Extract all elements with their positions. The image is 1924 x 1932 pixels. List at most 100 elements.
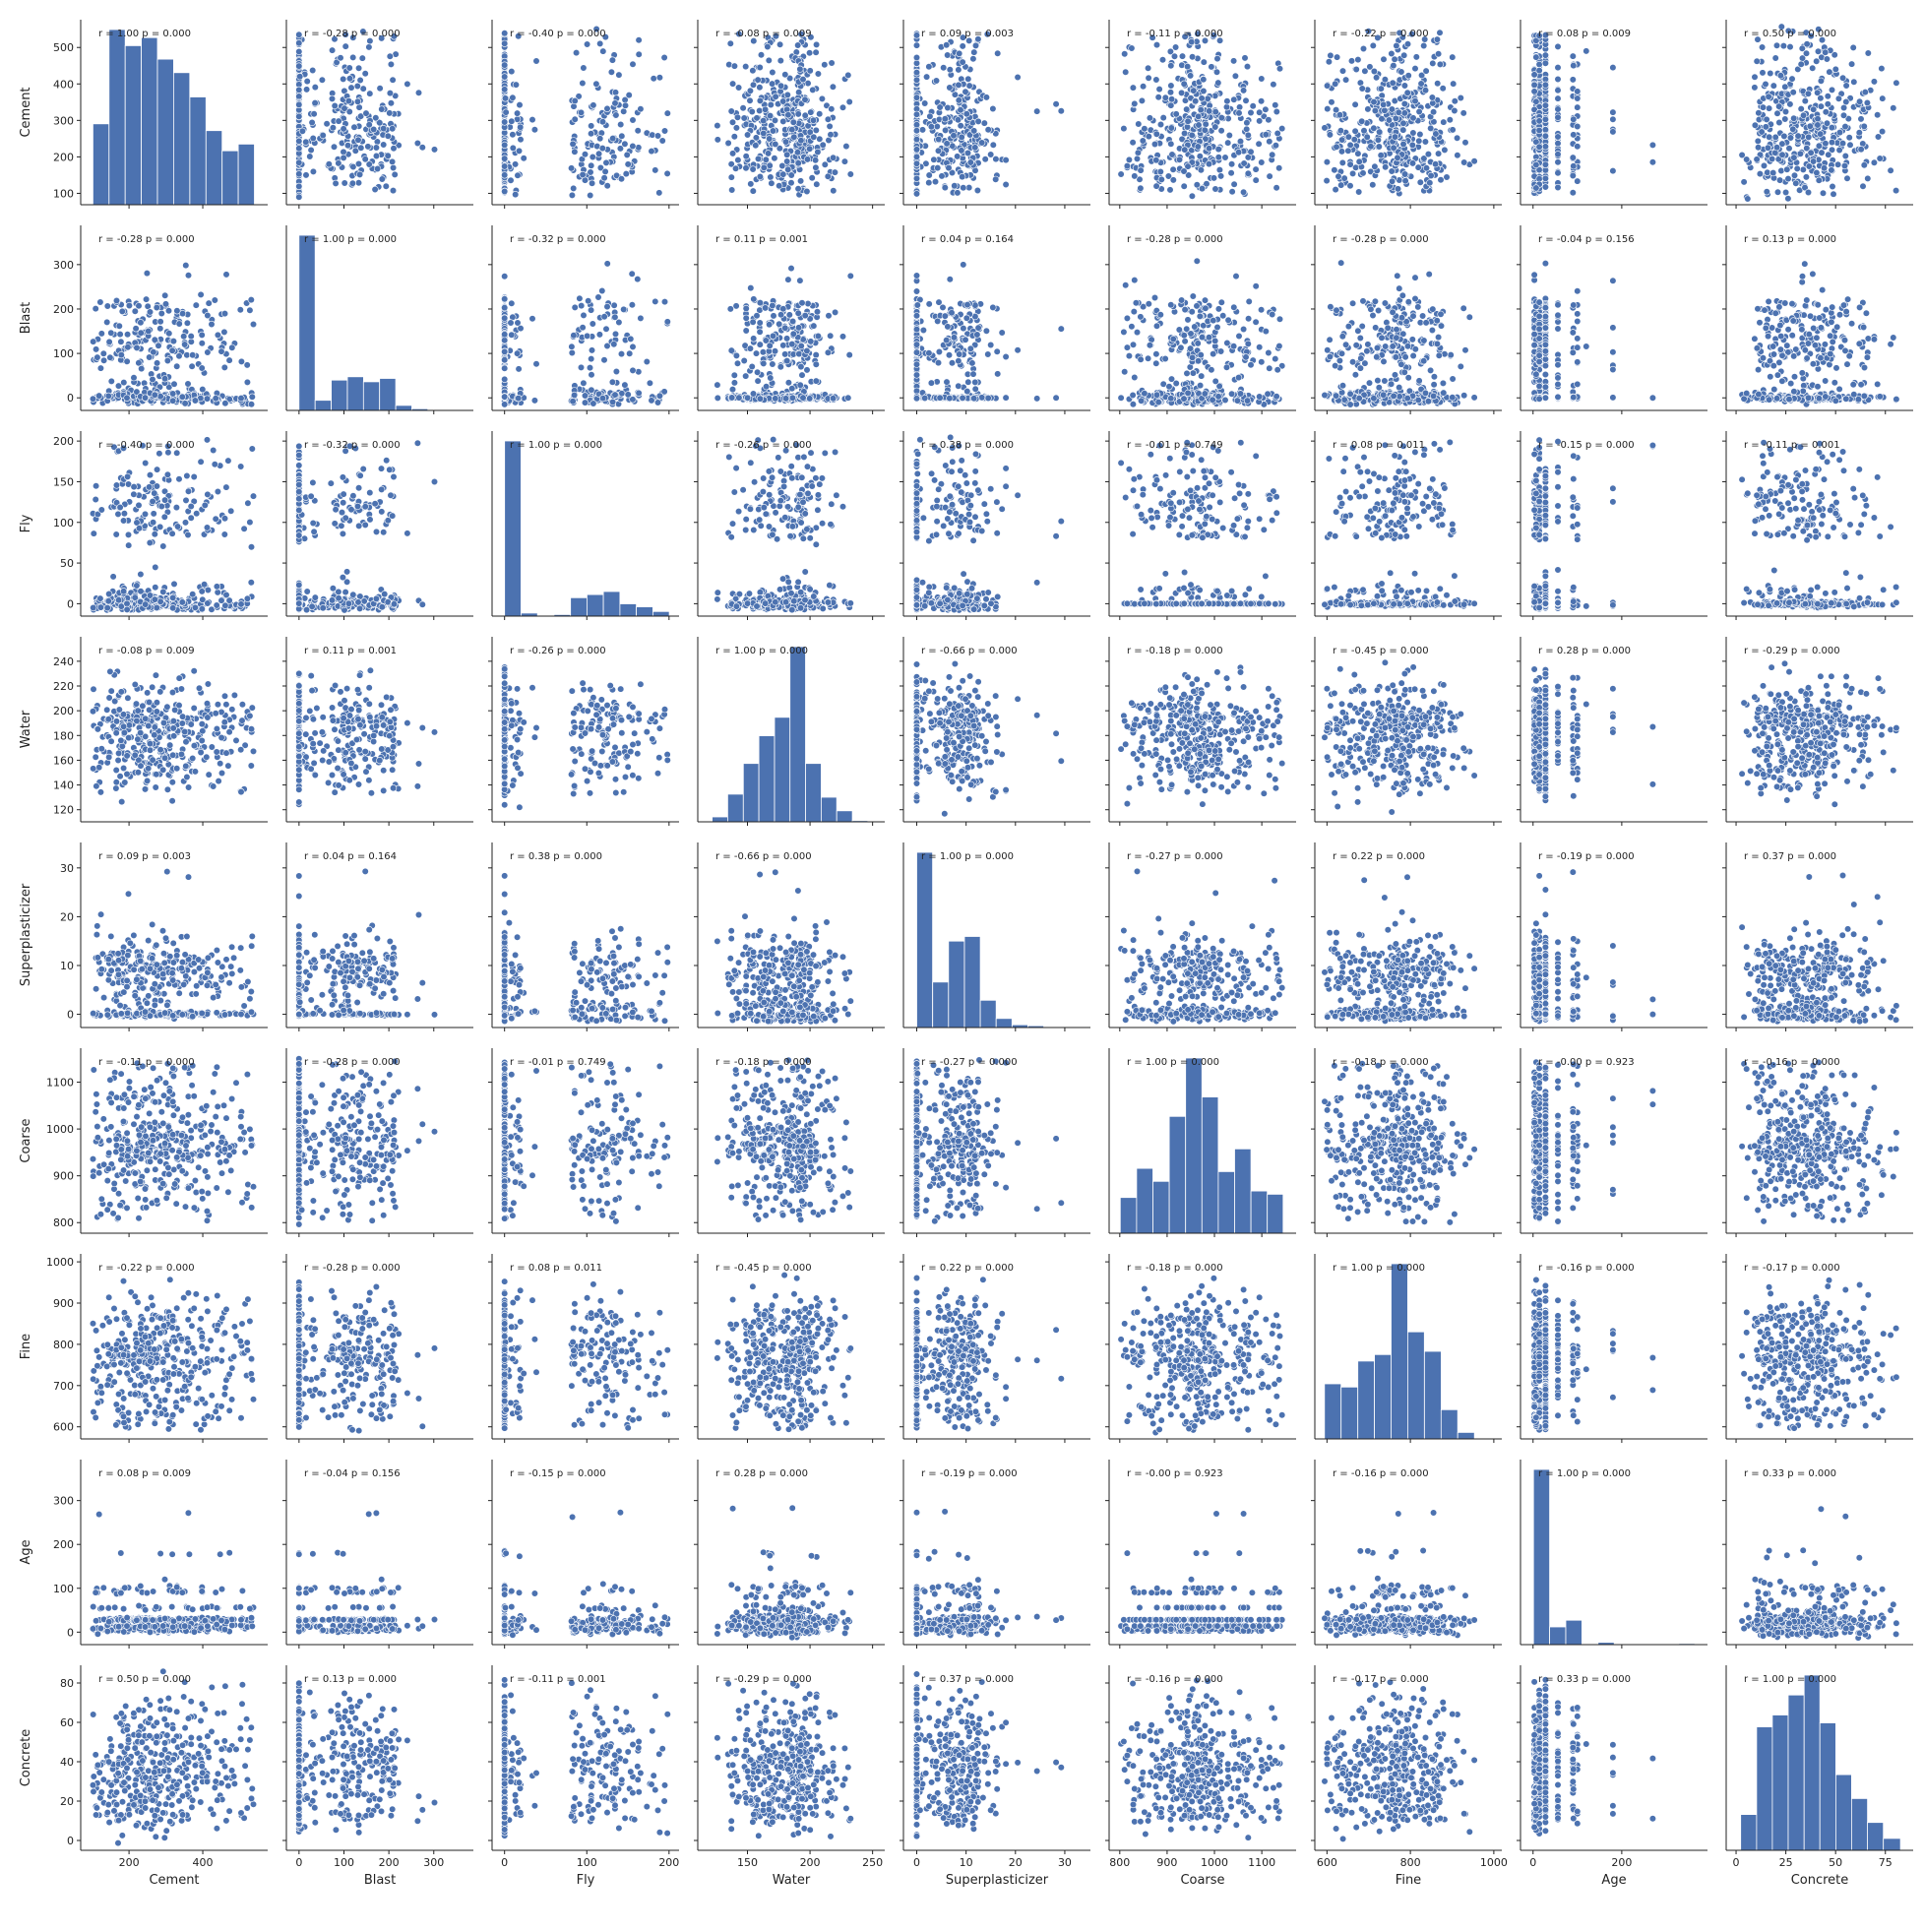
scatter-point [501, 30, 508, 36]
scatter-point [296, 93, 303, 100]
scatter-point [501, 142, 508, 149]
hist-bar [109, 30, 125, 205]
scatter-point [312, 99, 319, 106]
scatter-point [747, 97, 754, 104]
scatter-point [296, 113, 303, 120]
scatter-point [742, 63, 749, 70]
scatter-point [756, 107, 763, 114]
scatter-point [613, 112, 620, 119]
scatter-point [588, 130, 594, 137]
scatter-point [389, 158, 396, 165]
scatter-point [651, 76, 657, 83]
scatter-point [652, 167, 659, 174]
scatter-point [390, 77, 397, 84]
scatter-point [763, 156, 770, 163]
scatter-point [296, 101, 303, 108]
scatter-point [735, 85, 742, 92]
scatter-point [518, 136, 525, 143]
scatter-point [630, 117, 637, 124]
scatter-point [769, 81, 776, 88]
scatter-point [320, 132, 327, 139]
scatter-point [383, 183, 390, 190]
y-tick-label: 200 [53, 151, 74, 163]
scatter-point [510, 94, 517, 101]
scatter-point [304, 78, 311, 85]
scatter-point [379, 176, 386, 183]
scatter-point [794, 42, 801, 49]
scatter-point [841, 158, 848, 165]
scatter-point [661, 128, 668, 135]
scatter-point [626, 92, 633, 98]
scatter-point [636, 145, 643, 152]
scatter-point [501, 156, 508, 162]
scatter-point [355, 179, 362, 186]
scatter-point [296, 138, 303, 145]
scatter-point [296, 40, 303, 47]
scatter-point [780, 118, 787, 125]
scatter-point [517, 101, 524, 108]
corr-annotation: r = -0.28 p = 0.000 [304, 29, 401, 39]
scatter-point [363, 110, 370, 117]
hist-bar [142, 37, 157, 205]
scatter-point [296, 73, 303, 80]
scatter-point [843, 143, 850, 150]
scatter-point [743, 165, 750, 172]
scatter-point [822, 62, 829, 69]
scatter-point [372, 186, 379, 193]
scatter-point [415, 90, 422, 96]
scatter-point [360, 86, 367, 93]
scatter-point [820, 142, 827, 149]
scatter-point [616, 72, 623, 79]
scatter-point [795, 111, 802, 118]
scatter-point [404, 81, 411, 88]
scatter-point [735, 156, 742, 163]
scatter-point [588, 123, 594, 130]
scatter-point [521, 156, 528, 162]
scatter-point [357, 77, 364, 84]
scatter-point [729, 119, 736, 126]
scatter-point [296, 63, 303, 70]
scatter-point [784, 92, 791, 98]
scatter-point [601, 175, 608, 182]
scatter-point [503, 109, 510, 116]
scatter-point [387, 90, 394, 96]
scatter-point [624, 152, 631, 158]
scatter-point [419, 145, 426, 152]
scatter-point [296, 145, 303, 152]
scatter-point [731, 63, 738, 70]
scatter-point [612, 100, 619, 107]
scatter-point [379, 106, 386, 113]
scatter-point [296, 183, 303, 190]
panel-cement-vs-fly: r = -0.40 p = 0.000 [488, 20, 679, 209]
scatter-point [296, 159, 303, 166]
scatter-point [531, 126, 538, 133]
scatter-point [346, 65, 353, 72]
scatter-point [599, 119, 606, 126]
scatter-point [765, 43, 772, 50]
scatter-point [618, 176, 625, 183]
scatter-point [815, 71, 822, 78]
scatter-point [389, 126, 396, 133]
scatter-point [776, 41, 783, 48]
scatter-point [769, 180, 776, 187]
scatter-point [387, 53, 394, 60]
scatter-point [333, 180, 340, 187]
scatter-point [501, 40, 508, 47]
scatter-point [510, 145, 517, 152]
scatter-point [354, 83, 361, 90]
scatter-point [307, 154, 314, 160]
scatter-point [832, 169, 838, 176]
scatter-point [501, 74, 508, 81]
scatter-point [604, 105, 611, 112]
y-axis-label: Cement [19, 87, 33, 137]
scatter-point [580, 80, 587, 87]
corr-annotation: r = 1.00 p = 0.000 [98, 29, 191, 39]
scatter-point [740, 104, 747, 111]
scatter-point [830, 84, 837, 91]
scatter-point [714, 137, 721, 144]
scatter-point [793, 49, 800, 56]
scatter-point [533, 58, 540, 65]
scatter-point [593, 81, 600, 88]
scatter-point [358, 145, 365, 152]
scatter-point [329, 47, 336, 54]
